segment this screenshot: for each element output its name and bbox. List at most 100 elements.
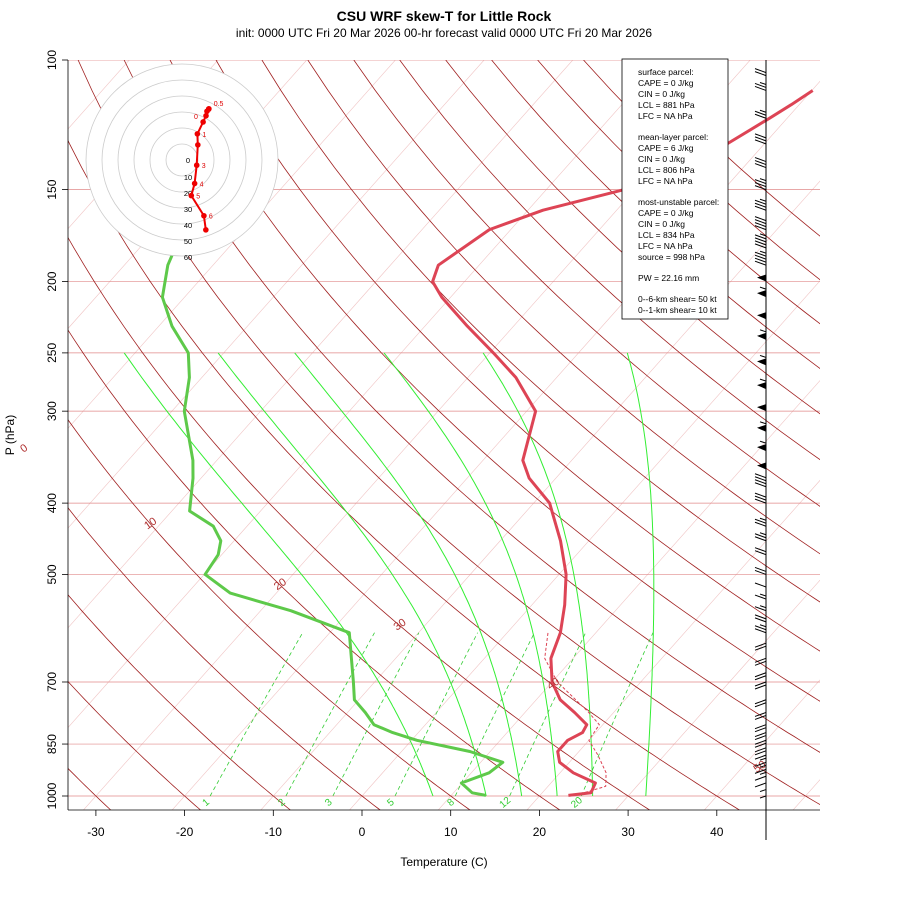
barb-flag [757,358,766,366]
surface-parcel-header: surface parcel: [638,67,694,77]
isotherm-line [68,60,574,629]
barb-full [754,199,767,205]
barb-flag [757,332,766,340]
hodograph-ring-label: 50 [184,237,192,246]
barb-full [754,714,767,720]
hodograph-height-label: 3 [202,163,206,170]
hodograph-point [200,119,206,125]
wind-barb [754,178,767,191]
wind-barb [754,775,767,781]
parcel-info-box: surface parcel: CAPE = 0 J/kg CIN = 0 J/… [621,58,729,320]
barb-full [754,179,767,185]
barb-full [754,547,767,553]
barb-full [754,160,767,166]
barb-half [759,421,767,425]
hodograph-point [195,142,201,148]
x-tick-label: 0 [359,825,366,839]
barb-full [754,566,767,572]
barb-full [754,521,767,527]
barb-half [759,593,767,597]
sounding-profiles [160,89,814,797]
wind-barb [754,711,767,720]
wind-barb [754,566,767,575]
dry-adiabat-label: 10 [142,515,159,532]
barb-full [754,476,767,482]
wind-barb [754,109,767,119]
barb-half [759,757,767,761]
hodograph-height-label: 6 [209,214,213,221]
hodograph-height-label: 5 [196,194,200,201]
hodograph-height-label: 4 [200,182,204,189]
barb-full [754,660,767,666]
barb-full [754,657,767,663]
mixing-ratio-label: 2 [276,797,288,809]
mean-layer-lcl: LCL = 806 hPa [638,165,695,175]
dry-adiabat-line [68,507,381,810]
most-unstable-cin: CIN = 0 J/kg [638,219,685,229]
hodograph-inset: 10 20 30 40 50 60 0 0.5 0 1 3 45 6 [85,63,279,262]
mixing-ratio-line [285,632,375,797]
wind-barb [754,547,767,556]
barb-full [754,473,767,479]
moist-adiabat-line [123,352,434,797]
surface-lfc: LFC = NA hPa [638,111,693,121]
chart-subtitle: init: 0000 UTC Fri 20 Mar 2026 00-hr for… [236,26,653,40]
wind-barb [754,605,767,612]
barb-full [754,739,767,745]
barb-full [754,136,767,142]
barb-full [754,225,767,231]
wind-barb [754,624,767,634]
dry-adiabat-line [445,60,820,415]
barb-flag [757,404,766,412]
barb-full [754,216,767,222]
barb-full [754,202,767,208]
barb-full [754,498,767,504]
barb-half [759,286,767,290]
barb-full [754,724,767,730]
barb-full [754,768,767,774]
barb-full [754,82,767,88]
wind-barb [754,739,767,748]
dry-adiabat-line [169,60,820,702]
mixing-ratio-label: 20 [569,795,585,811]
shear-0-1km: 0--1-km shear= 10 kt [638,305,717,315]
wind-barb [757,274,766,282]
dry-adiabat-label: 30 [392,616,409,633]
barb-full [754,675,767,681]
barb-half [759,178,767,182]
barb-flag [757,424,766,432]
mean-layer-parcel-header: mean-layer parcel: [638,132,708,142]
wind-barb-column [754,60,767,840]
moist-adiabat-line [626,352,655,797]
mixing-ratio-line [580,632,654,797]
hodograph-point [203,112,209,119]
barb-full [754,237,767,243]
barb-full [754,251,767,257]
dry-adiabat-label: 40 [545,676,562,693]
wind-barb [754,68,767,77]
barb-half [759,517,767,521]
mixing-ratio-label: 12 [498,795,514,811]
wind-barb [754,198,767,211]
y-tick-label: 200 [45,271,59,291]
wind-barb [757,404,766,412]
dry-adiabat-line [68,139,741,810]
barb-full [754,742,767,748]
surface-cin: CIN = 0 J/kg [638,89,685,99]
barb-half [759,532,767,536]
barb-full [754,260,767,266]
barb-half [759,440,767,444]
barb-full [754,240,767,246]
isotherm-line [349,280,820,810]
most-unstable-parcel-header: most-unstable parcel: [638,197,719,207]
barb-half [759,605,767,609]
barb-half [759,789,767,793]
barb-full [754,732,767,738]
barb-full [754,569,767,575]
wind-barb [754,681,767,690]
barb-full [754,205,767,211]
wind-barb [757,378,767,390]
most-unstable-source: source = 998 hPa [638,252,705,262]
